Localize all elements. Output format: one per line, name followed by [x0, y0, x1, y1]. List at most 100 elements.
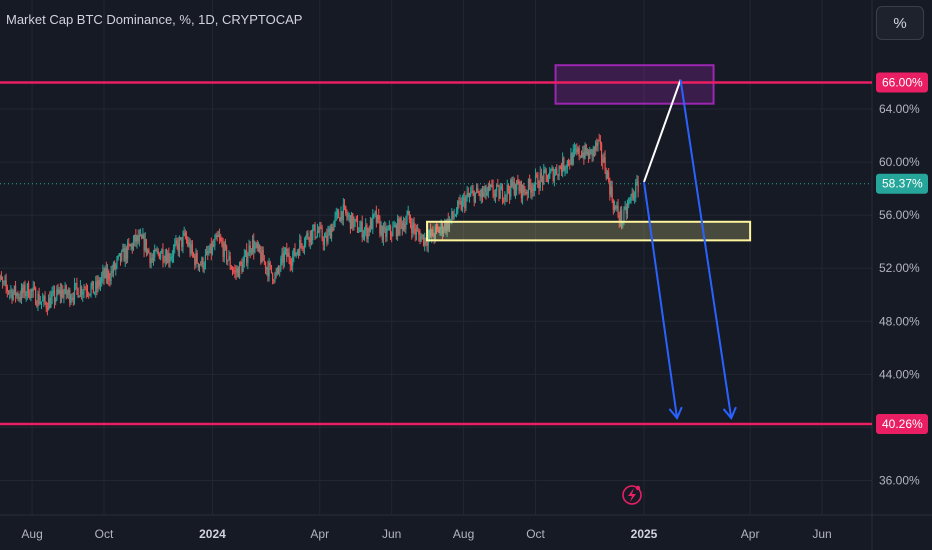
candle-body [360, 222, 362, 228]
candle-body [417, 230, 419, 232]
candle-body [274, 273, 276, 282]
candle-body [575, 149, 577, 151]
candle-body [549, 172, 551, 179]
candle-body [92, 281, 94, 294]
candle-body [14, 285, 17, 296]
candle-body [194, 256, 196, 266]
trend-line[interactable] [643, 79, 682, 183]
candle-body [289, 259, 291, 265]
candle-body [137, 235, 139, 242]
candle-body [570, 153, 572, 165]
candle-body [313, 224, 315, 230]
candle-body [91, 281, 93, 287]
candle-body [114, 263, 116, 269]
candle-body [33, 287, 36, 289]
candle-body [139, 234, 142, 236]
demand-zone[interactable] [426, 220, 752, 242]
candle-body [272, 272, 274, 281]
candle-body [441, 223, 443, 234]
candle-body [83, 288, 85, 293]
candle-body [483, 192, 485, 197]
candle-body [442, 230, 445, 234]
candle-body [550, 169, 552, 173]
candle-body [167, 253, 169, 264]
candles [0, 133, 639, 316]
candle-body [608, 171, 610, 181]
candle-body [56, 289, 58, 299]
candle-body [263, 261, 265, 262]
candle-body [211, 244, 214, 254]
candle-body [409, 219, 412, 225]
candle-body [129, 244, 131, 247]
zones[interactable] [426, 64, 752, 242]
candle-body [22, 287, 24, 293]
candle-body [218, 235, 221, 238]
candle-body [234, 270, 236, 272]
level-price-tag-bg [876, 413, 928, 434]
level-lines[interactable] [0, 81, 872, 426]
candle-body [77, 288, 79, 298]
candle-body [473, 191, 475, 203]
candle-body [470, 192, 472, 196]
price-axis[interactable]: 36.00%40.00%44.00%48.00%52.00%56.00%60.0… [879, 102, 920, 488]
candle-body [362, 234, 364, 238]
supply-zone[interactable] [554, 64, 715, 105]
candle-body [556, 168, 558, 175]
candle-body [214, 239, 216, 247]
candle-body [208, 252, 210, 254]
candle-body [374, 211, 376, 214]
drawings[interactable] [643, 79, 737, 421]
candle-body [257, 244, 260, 249]
candle-body [135, 234, 137, 242]
candle-body [154, 249, 156, 257]
candle-body [295, 252, 297, 256]
candle-body [540, 172, 543, 177]
candle-body [196, 253, 198, 264]
candle-body [250, 250, 252, 253]
candle-body [282, 253, 284, 263]
candle-body [220, 237, 222, 241]
candle-body [308, 238, 310, 243]
candle-body [530, 185, 532, 193]
candle-body [213, 244, 215, 247]
candle-body [244, 250, 247, 256]
candle-body [628, 201, 630, 206]
candle-body [381, 225, 383, 240]
candle-body [141, 234, 143, 239]
candle-body [10, 290, 12, 292]
candle-body [385, 227, 387, 237]
projection-arrow[interactable] [643, 181, 679, 419]
candle-body [501, 186, 504, 201]
candle-body [17, 293, 19, 298]
candle-body [260, 252, 262, 263]
candle-body [433, 236, 435, 239]
candle-body [25, 293, 27, 297]
candle-body [531, 188, 533, 193]
candle-body [615, 206, 617, 209]
candle-body [439, 229, 441, 233]
candle-body [613, 206, 616, 211]
candle-body [19, 297, 21, 300]
lightning-icon[interactable] [622, 485, 642, 505]
candle-body [195, 253, 197, 266]
candle-body [31, 289, 33, 292]
projection-arrow[interactable] [679, 79, 733, 419]
candle-body [290, 264, 293, 266]
candle-body [504, 194, 506, 201]
price-tick-label: 36.00% [879, 474, 920, 488]
candle-body [325, 235, 327, 238]
candle-body [481, 189, 484, 197]
candle-body [281, 253, 283, 259]
candle-body [596, 142, 598, 147]
candle-body [222, 244, 224, 258]
candle-body [625, 206, 627, 214]
candle-body [519, 181, 521, 191]
percent-scale-button[interactable]: % [876, 6, 924, 40]
time-axis[interactable]: Aug Oct 2024 Apr Jun Aug Oct 2025 Apr Jun [21, 527, 831, 541]
time-tick-label: Oct [526, 527, 545, 541]
candle-body [379, 218, 381, 235]
candle-body [256, 243, 258, 249]
candle-body [26, 283, 28, 294]
level-price-tag: 66.00% [882, 75, 923, 89]
